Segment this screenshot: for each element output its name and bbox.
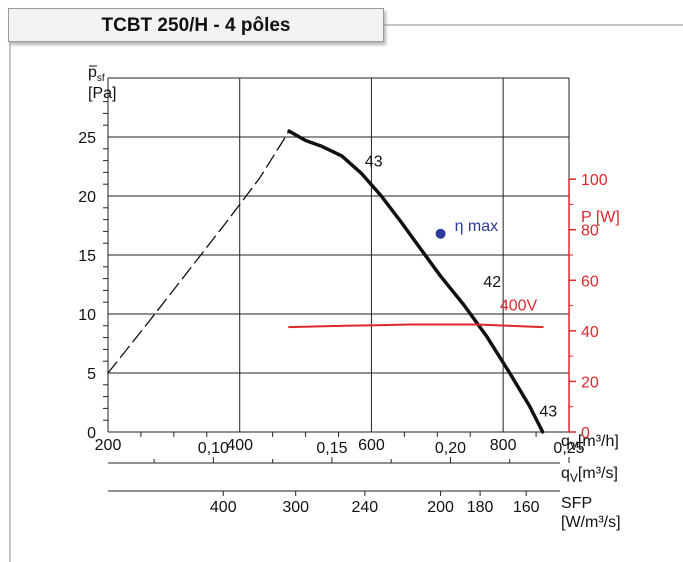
y-tick-label-1: 5 xyxy=(87,366,96,383)
y2-tick-label-4: 80 xyxy=(581,223,599,240)
eta-max-point xyxy=(435,228,446,239)
qv-m3s-tick-label-3: 0,25 xyxy=(553,440,584,457)
x-tick-label-2: 600 xyxy=(358,437,385,454)
y-tick-label-0: 0 xyxy=(87,425,96,442)
x-axis-label: qV[m³/h] xyxy=(561,433,619,453)
series-line-2 xyxy=(288,323,544,329)
y2-tick-label-5: 100 xyxy=(581,172,608,189)
qv-m3s-axis-label: qV[m³/s] xyxy=(561,465,618,485)
y2-tick-label-0: 0 xyxy=(581,425,590,442)
qv-m3s-tick-label-0: 0,10 xyxy=(198,440,229,457)
y2-axis-label: P [W] xyxy=(581,209,620,226)
y-axis-unit: [Pa] xyxy=(88,85,116,102)
y-tick-label-4: 20 xyxy=(78,189,96,206)
curve-annotation-0: 43 xyxy=(365,154,383,171)
sfp-axis-label: SFP xyxy=(561,495,592,512)
x-tick-label-0: 200 xyxy=(95,437,122,454)
qv-m3s-tick-label-2: 0,20 xyxy=(435,440,466,457)
sfp-tick-label-0: 400 xyxy=(210,499,237,516)
curve-annotation-3: 400V xyxy=(500,298,538,315)
curve-annotation-1: 42 xyxy=(483,274,501,291)
y2-tick-label-2: 40 xyxy=(581,324,599,341)
curve-annotation-2: 43 xyxy=(539,404,557,421)
title-box: TCBT 250/H - 4 pôles xyxy=(8,8,384,42)
sfp-tick-label-2: 240 xyxy=(351,499,378,516)
qv-m3s-tick-label-1: 0,15 xyxy=(316,440,347,457)
y-tick-label-5: 25 xyxy=(78,130,96,147)
y2-tick-label-3: 60 xyxy=(581,273,599,290)
sfp-tick-label-3: 200 xyxy=(427,499,454,516)
sfp-axis-unit: [W/m³/s] xyxy=(561,514,621,531)
sfp-tick-label-5: 160 xyxy=(513,499,540,516)
y-tick-label-3: 15 xyxy=(78,248,96,265)
y-axis-label: psf xyxy=(88,64,105,84)
eta-max-label: η max xyxy=(455,218,499,235)
sfp-tick-label-4: 180 xyxy=(467,499,494,516)
sfp-tick-label-1: 300 xyxy=(282,499,309,516)
y2-tick-label-1: 20 xyxy=(581,374,599,391)
chart-title: TCBT 250/H - 4 pôles xyxy=(101,15,291,36)
x-tick-label-1: 400 xyxy=(226,437,253,454)
x-tick-label-3: 800 xyxy=(490,437,517,454)
y-tick-label-2: 10 xyxy=(78,307,96,324)
series-line-1 xyxy=(107,130,290,374)
series-line-0 xyxy=(287,129,545,434)
